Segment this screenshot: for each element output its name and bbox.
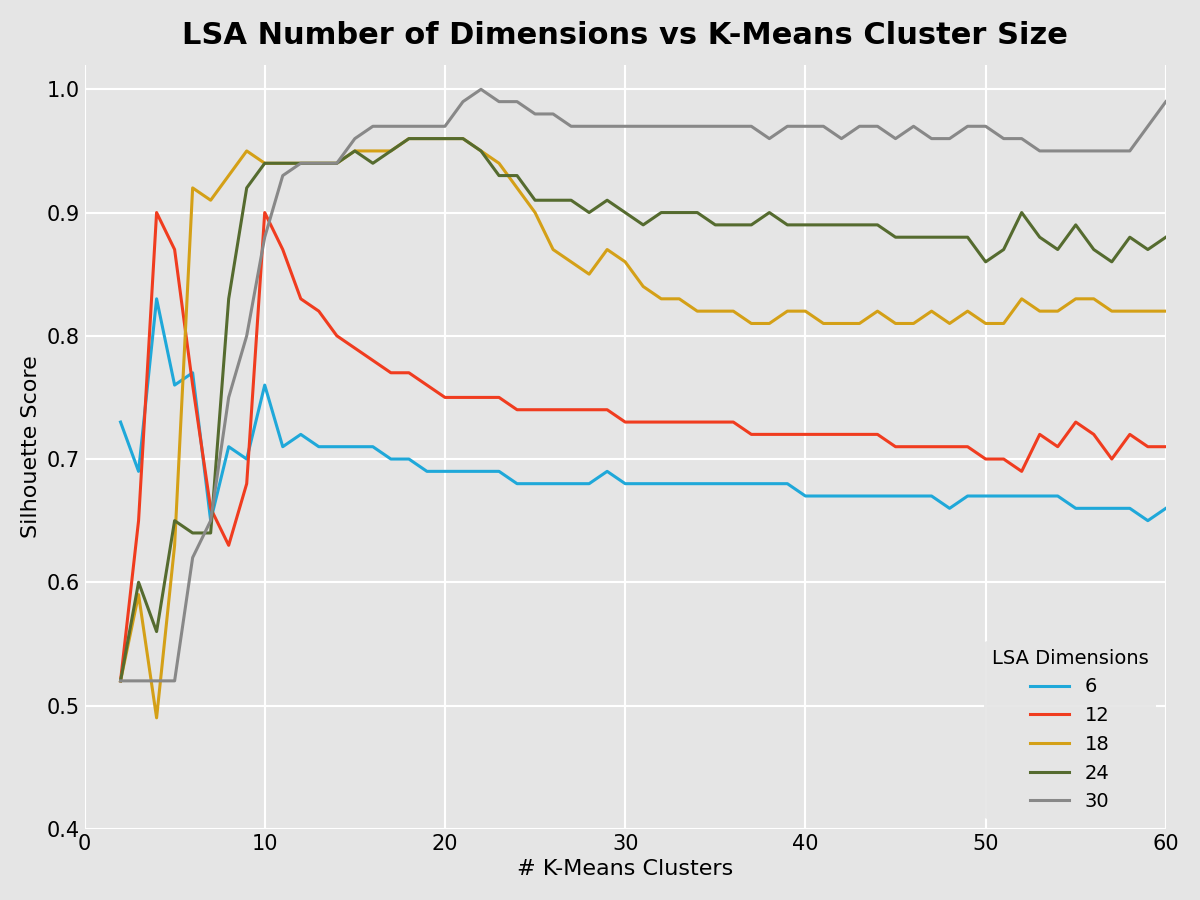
- Line: 18: 18: [120, 139, 1166, 718]
- 30: [1159, 96, 1174, 107]
- 6: [420, 466, 434, 477]
- 12: [113, 676, 127, 687]
- 18: [294, 158, 308, 168]
- 24: [276, 158, 290, 168]
- 30: [113, 676, 127, 687]
- 18: [168, 540, 182, 551]
- 6: [113, 417, 127, 428]
- 6: [204, 516, 218, 526]
- 30: [474, 84, 488, 94]
- Title: LSA Number of Dimensions vs K-Means Cluster Size: LSA Number of Dimensions vs K-Means Clus…: [182, 21, 1068, 50]
- 12: [672, 417, 686, 428]
- 12: [888, 441, 902, 452]
- 18: [113, 676, 127, 687]
- 12: [1159, 441, 1174, 452]
- 6: [690, 478, 704, 489]
- 18: [690, 306, 704, 317]
- 30: [672, 121, 686, 131]
- 12: [240, 478, 254, 489]
- Line: 12: 12: [120, 212, 1166, 681]
- 24: [888, 232, 902, 243]
- 6: [258, 380, 272, 391]
- 18: [1159, 306, 1174, 317]
- 18: [402, 133, 416, 144]
- 18: [149, 713, 163, 724]
- 24: [222, 293, 236, 304]
- 30: [149, 676, 163, 687]
- 6: [168, 380, 182, 391]
- 24: [1159, 232, 1174, 243]
- 18: [240, 146, 254, 157]
- 24: [113, 676, 127, 687]
- 12: [168, 244, 182, 255]
- 30: [888, 133, 902, 144]
- 24: [149, 626, 163, 637]
- 30: [276, 170, 290, 181]
- 6: [906, 491, 920, 501]
- 30: [384, 121, 398, 131]
- 24: [384, 146, 398, 157]
- 6: [149, 293, 163, 304]
- Y-axis label: Silhouette Score: Silhouette Score: [20, 356, 41, 538]
- 24: [672, 207, 686, 218]
- 30: [222, 392, 236, 403]
- 12: [402, 367, 416, 378]
- 12: [149, 207, 163, 218]
- 18: [420, 133, 434, 144]
- Line: 6: 6: [120, 299, 1166, 521]
- 12: [294, 293, 308, 304]
- Legend: 6, 12, 18, 24, 30: 6, 12, 18, 24, 30: [984, 641, 1156, 819]
- 18: [906, 318, 920, 328]
- Line: 24: 24: [120, 139, 1166, 681]
- 24: [402, 133, 416, 144]
- X-axis label: # K-Means Clusters: # K-Means Clusters: [517, 860, 733, 879]
- 6: [312, 441, 326, 452]
- 6: [1159, 503, 1174, 514]
- Line: 30: 30: [120, 89, 1166, 681]
